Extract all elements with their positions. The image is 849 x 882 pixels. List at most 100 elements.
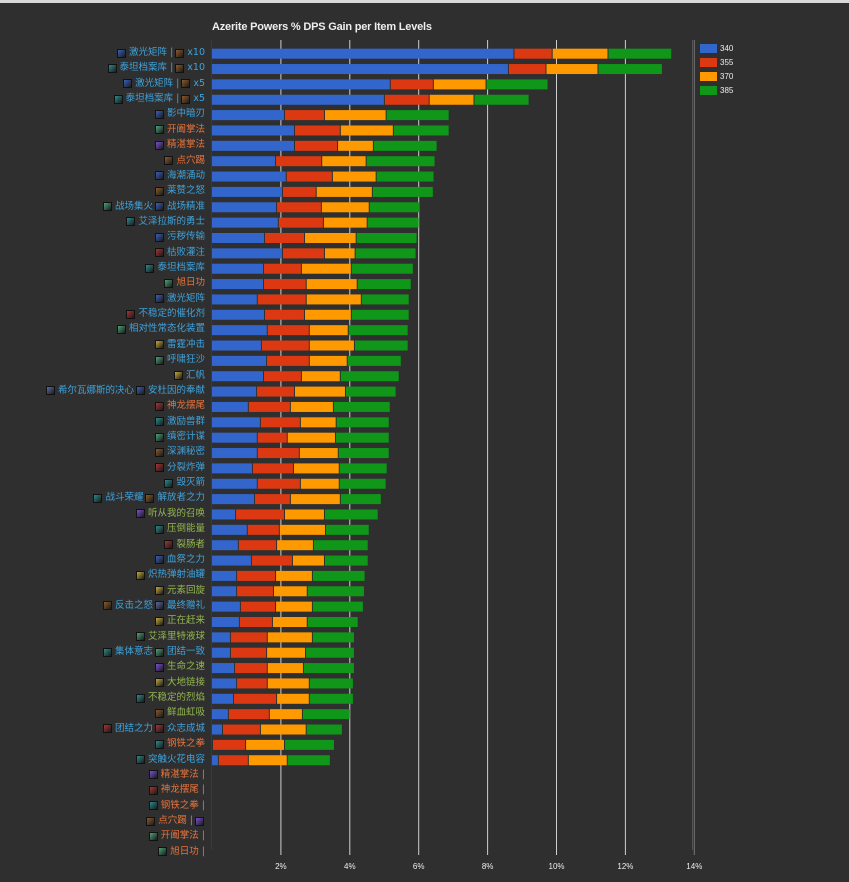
category-label[interactable]: 团结之力 众志成城	[102, 722, 205, 736]
category-label[interactable]: 激光矩阵 | x10	[117, 46, 205, 60]
bar-segment-340[interactable]	[212, 663, 235, 674]
bar-segment-340[interactable]	[212, 432, 257, 443]
bar-segment-370[interactable]	[323, 217, 367, 228]
bar-segment-355[interactable]	[267, 325, 309, 336]
bar-segment-355[interactable]	[228, 709, 269, 720]
category-label[interactable]: 不稳定的催化剂	[126, 307, 205, 321]
bar-segment-370[interactable]	[267, 647, 306, 658]
bar-segment-355[interactable]	[237, 570, 276, 581]
bar-segment-385[interactable]	[355, 248, 416, 259]
bar-segment-385[interactable]	[351, 263, 413, 274]
bar-segment-385[interactable]	[386, 110, 449, 121]
bar-segment-370[interactable]	[279, 524, 325, 535]
bar-segment-355[interactable]	[294, 140, 338, 151]
category-label[interactable]: 旭日功 |	[158, 845, 205, 859]
category-label[interactable]: 海潮涌动	[154, 169, 205, 183]
bar-segment-355[interactable]	[267, 355, 309, 366]
bar-segment-340[interactable]	[212, 186, 282, 197]
bar-segment-355[interactable]	[282, 186, 316, 197]
bar-segment-370[interactable]	[267, 678, 309, 689]
bar-segment-370[interactable]	[301, 263, 351, 274]
bar-segment-355[interactable]	[257, 294, 306, 305]
bar-segment-385[interactable]	[324, 555, 368, 566]
category-label[interactable]: 听从我的召唤	[135, 507, 205, 521]
bar-segment-355[interactable]	[251, 555, 292, 566]
bar-segment-340[interactable]	[212, 217, 278, 228]
category-label[interactable]: 大地链接	[154, 676, 205, 690]
legend-item-340[interactable]: 340	[700, 41, 733, 55]
bar-segment-370[interactable]	[248, 755, 287, 766]
bar-segment-370[interactable]	[309, 340, 354, 351]
bar-segment-355[interactable]	[261, 340, 309, 351]
bar-segment-355[interactable]	[263, 371, 301, 382]
bar-segment-385[interactable]	[306, 724, 342, 735]
bar-segment-340[interactable]	[212, 693, 234, 704]
bar-segment-340[interactable]	[212, 325, 267, 336]
bar-segment-340[interactable]	[212, 156, 276, 167]
bar-segment-355[interactable]	[278, 217, 323, 228]
bar-segment-355[interactable]	[282, 248, 324, 259]
bar-segment-385[interactable]	[367, 217, 419, 228]
bar-segment-370[interactable]	[321, 202, 369, 213]
bar-segment-355[interactable]	[234, 693, 277, 704]
bar-segment-385[interactable]	[287, 755, 330, 766]
bar-segment-385[interactable]	[366, 156, 435, 167]
bar-segment-340[interactable]	[212, 340, 261, 351]
category-label[interactable]: 正在赶来	[154, 614, 205, 628]
category-label[interactable]: 神龙摆尾 |	[148, 783, 205, 797]
bar-segment-355[interactable]	[263, 279, 306, 290]
category-label[interactable]: 枯败灌注	[154, 246, 205, 260]
bar-segment-340[interactable]	[212, 202, 277, 213]
bar-segment-370[interactable]	[299, 448, 338, 459]
bar-segment-355[interactable]	[247, 524, 279, 535]
category-label[interactable]: 精湛掌法 |	[148, 768, 205, 782]
category-label[interactable]: 血祭之力	[154, 553, 205, 567]
bar-segment-370[interactable]	[276, 601, 312, 612]
category-label[interactable]: 鲜血虹吸	[154, 706, 205, 720]
bar-segment-385[interactable]	[347, 355, 401, 366]
bar-segment-385[interactable]	[376, 171, 434, 182]
bar-segment-340[interactable]	[212, 586, 237, 597]
bar-segment-340[interactable]	[212, 478, 257, 489]
bar-segment-340[interactable]	[212, 79, 390, 90]
bar-segment-355[interactable]	[238, 540, 277, 551]
bar-segment-355[interactable]	[237, 678, 267, 689]
bar-segment-370[interactable]	[546, 64, 598, 75]
bar-segment-385[interactable]	[369, 202, 420, 213]
bar-segment-370[interactable]	[429, 94, 474, 105]
category-label[interactable]: 压倒能量	[154, 522, 205, 536]
bar-segment-340[interactable]	[212, 617, 239, 627]
bar-segment-355[interactable]	[222, 724, 260, 735]
bar-segment-340[interactable]	[212, 448, 257, 459]
bar-segment-370[interactable]	[433, 79, 486, 90]
bar-segment-355[interactable]	[286, 171, 332, 182]
category-label[interactable]: 开阖掌法	[154, 123, 205, 137]
category-label[interactable]: 集体意志 团结一致	[102, 645, 205, 659]
category-label[interactable]: 战场集火 战场精准	[102, 200, 205, 214]
bar-segment-385[interactable]	[338, 448, 389, 459]
bar-segment-340[interactable]	[212, 524, 247, 535]
bar-segment-370[interactable]	[316, 186, 372, 197]
bar-segment-370[interactable]	[309, 325, 348, 336]
bar-segment-385[interactable]	[336, 417, 389, 428]
bar-segment-370[interactable]	[322, 156, 366, 167]
category-label[interactable]: 旭日功	[164, 276, 205, 290]
bar-segment-340[interactable]	[212, 263, 263, 274]
bar-segment-340[interactable]	[212, 386, 257, 397]
bar-segment-340[interactable]	[212, 279, 263, 290]
category-label[interactable]: 战斗荣耀 解放者之力	[93, 491, 205, 505]
bar-segment-340[interactable]	[212, 355, 267, 366]
bar-segment-340[interactable]	[212, 110, 285, 121]
bar-segment-370[interactable]	[276, 570, 312, 581]
bar-segment-385[interactable]	[598, 64, 662, 75]
bar-segment-340[interactable]	[212, 248, 282, 259]
bar-segment-370[interactable]	[304, 309, 351, 320]
category-label[interactable]: 相对性常态化装置	[116, 322, 205, 336]
bar-segment-370[interactable]	[552, 48, 608, 59]
bar-segment-385[interactable]	[608, 48, 672, 59]
category-label[interactable]: 钢铁之拳 |	[148, 799, 205, 813]
bar-segment-385[interactable]	[351, 309, 409, 320]
category-label[interactable]: 精湛掌法	[154, 138, 205, 152]
bar-segment-385[interactable]	[354, 340, 408, 351]
category-label[interactable]: 泰坦档案库 | x10	[107, 61, 205, 75]
